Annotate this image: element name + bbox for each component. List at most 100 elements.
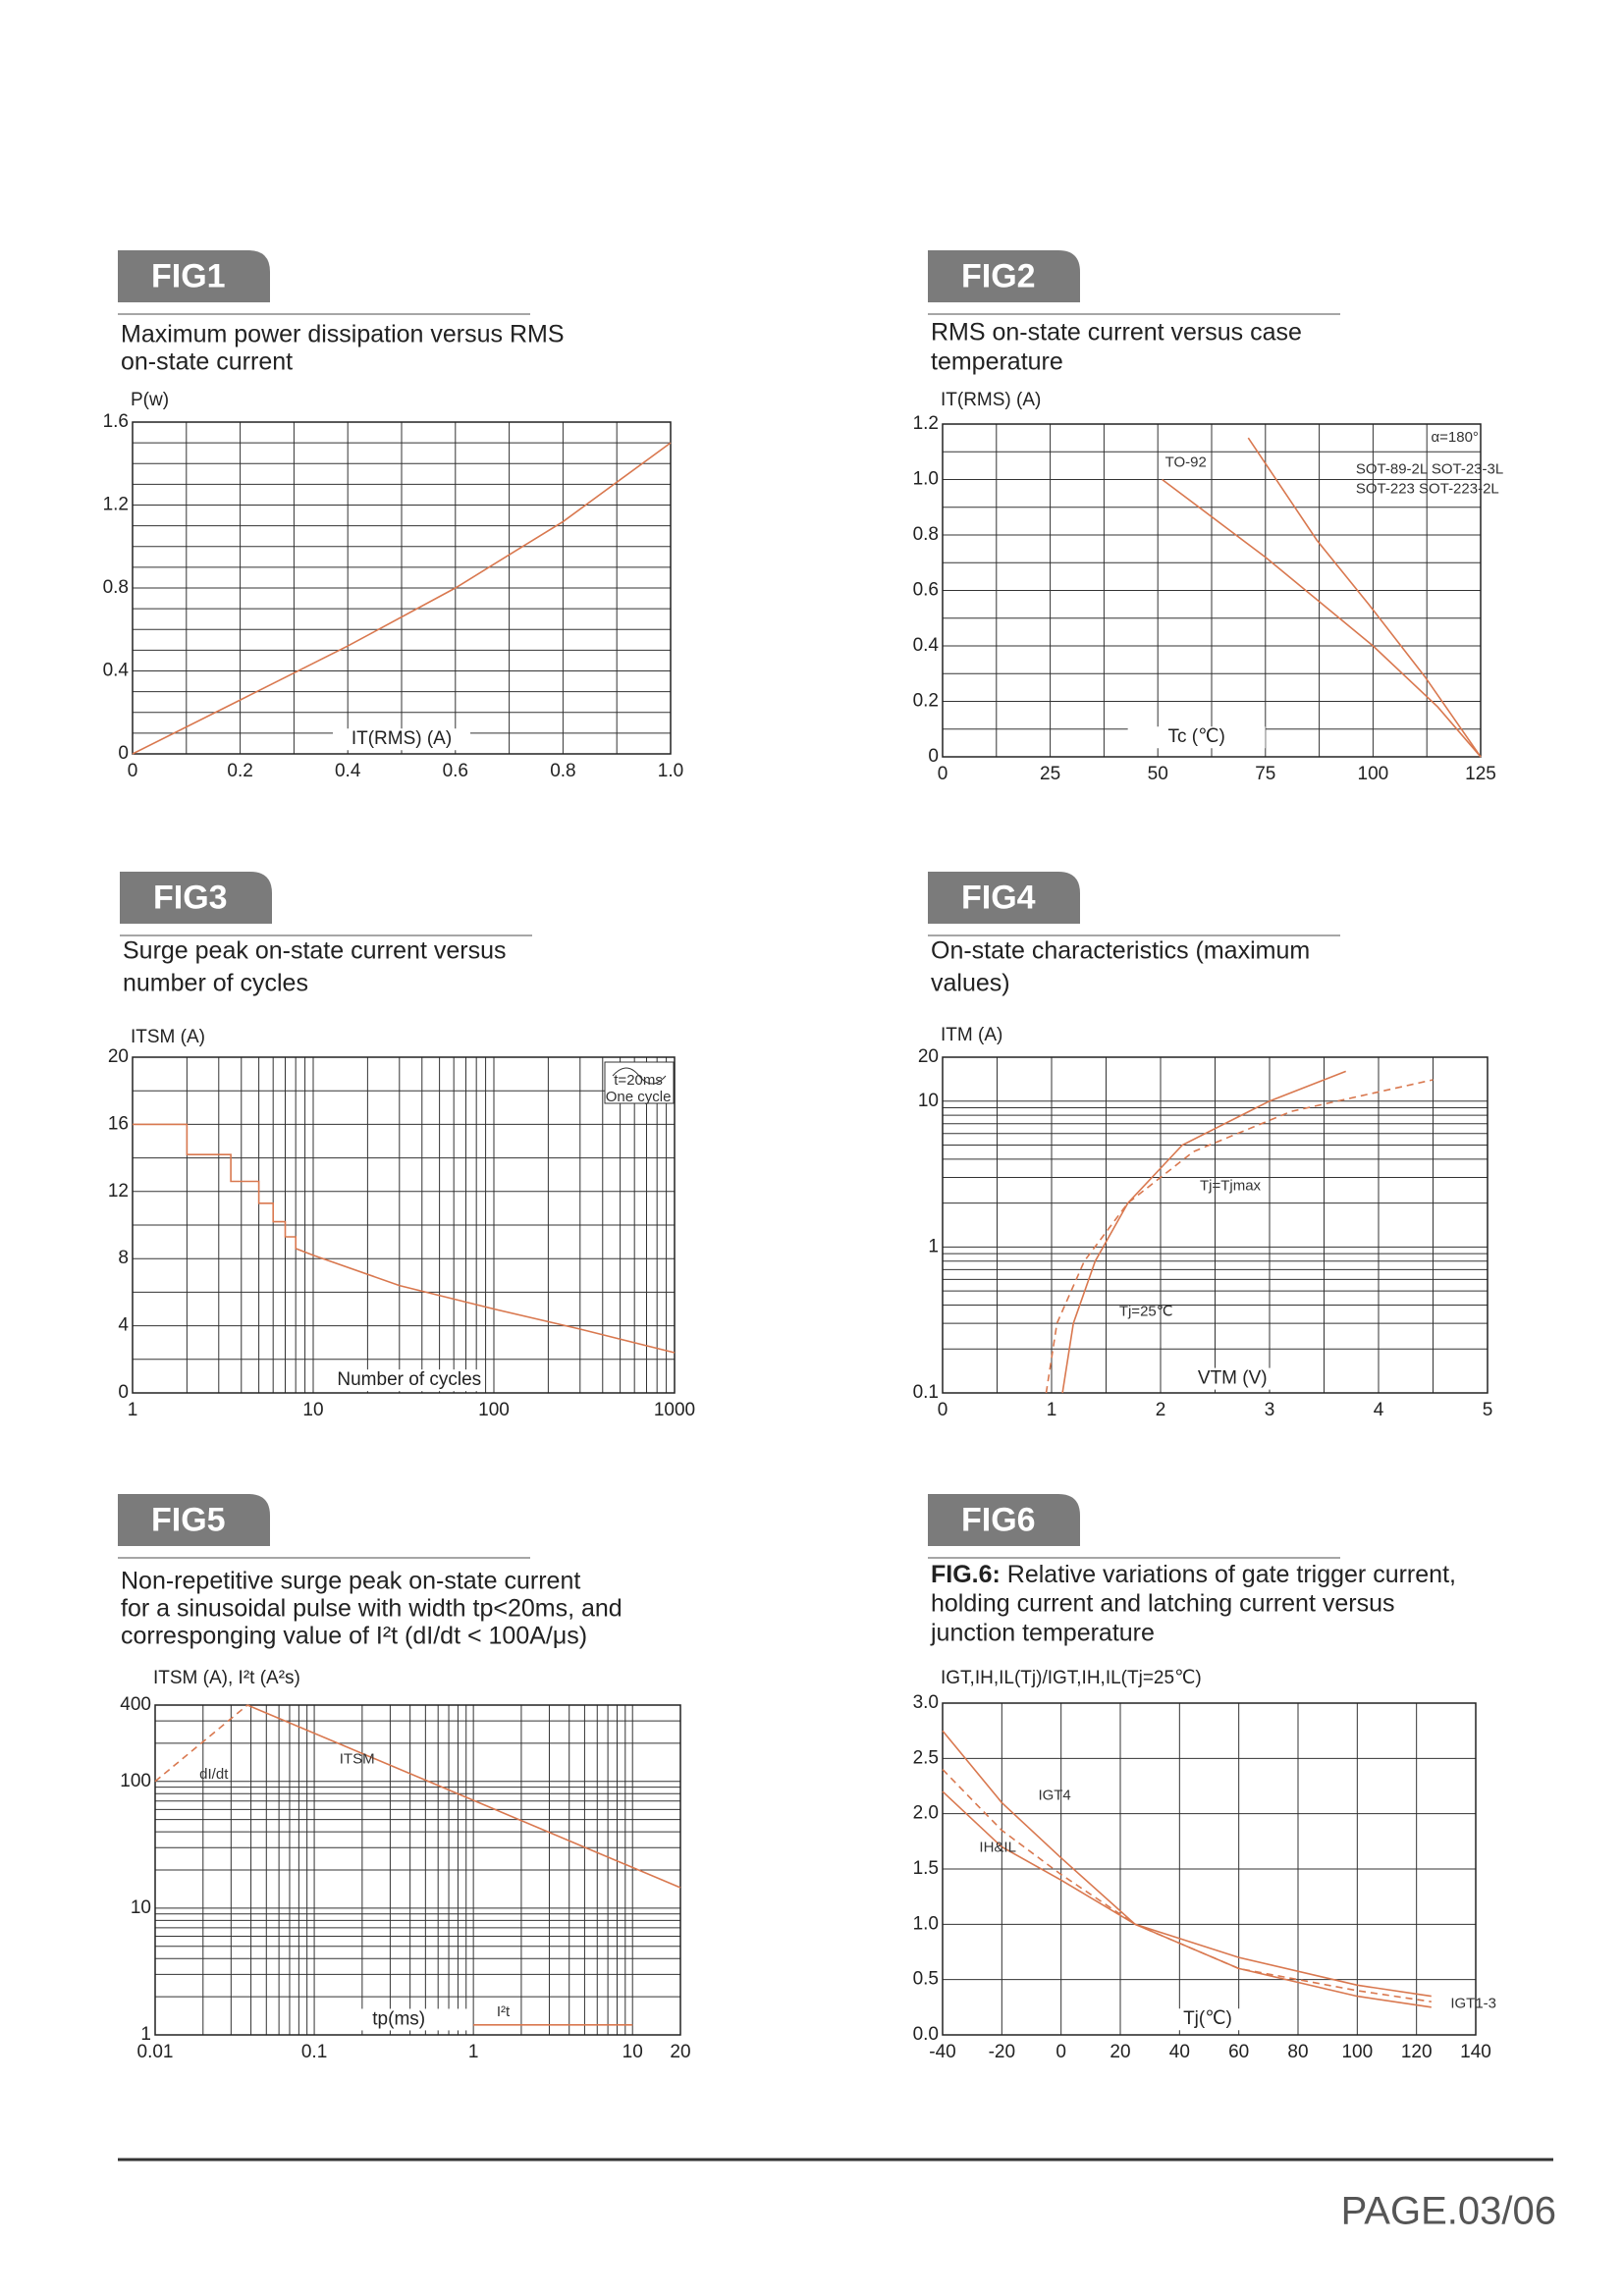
figure-badge: [928, 1494, 1080, 1546]
annotation: α=180°: [1431, 429, 1478, 446]
y-tick-label: 1.5: [913, 1858, 939, 1879]
title-line: Relative variations of gate trigger curr…: [1001, 1561, 1456, 1588]
y-tick-label: 0.0: [913, 2024, 939, 2045]
x-axis-label: Tj(℃): [1183, 2008, 1232, 2029]
plot-frame: [132, 1056, 676, 1394]
y-tick-label: 2.5: [913, 1747, 939, 1768]
annotation: dI/dt: [199, 1766, 229, 1783]
x-axis-label: Tc (℃): [1168, 726, 1225, 747]
y-tick-label: 20: [918, 1046, 939, 1067]
x-tick-label: -40: [929, 2042, 955, 2062]
x-tick-label: 20: [670, 2042, 690, 2062]
x-tick-label: 0.4: [335, 761, 361, 781]
series-line: [1162, 478, 1482, 758]
x-tick-label: 2: [1156, 1400, 1166, 1420]
y-tick-label: 0: [928, 746, 939, 767]
x-tick-label: 100: [1358, 764, 1389, 784]
x-tick-label: 1: [128, 1400, 138, 1420]
chart-title: on-state current: [121, 348, 293, 376]
annotation: SOT-223 SOT-223-2L: [1356, 480, 1499, 497]
y-tick-label: 0: [118, 743, 129, 764]
x-tick-label: 0: [938, 764, 948, 784]
plot-frame: [942, 423, 1482, 758]
annotation: Tj=25℃: [1119, 1303, 1173, 1319]
y-axis-label: ITM (A): [941, 1025, 1002, 1045]
figure-label: FIG3: [153, 879, 228, 916]
x-tick-label: 10: [623, 2042, 643, 2062]
y-tick-label: 10: [131, 1897, 151, 1918]
y-tick-label: 1.6: [103, 411, 129, 432]
chart-title: for a sinusoidal pulse with width tp<20m…: [121, 1595, 623, 1623]
figure-badge: [120, 872, 272, 924]
x-tick-label: 0.01: [137, 2042, 174, 2062]
chart-title: holding current and latching current ver…: [931, 1590, 1395, 1618]
label-backdrop: [1127, 726, 1266, 749]
inset-wave: [612, 1067, 667, 1085]
y-tick-label: 0.2: [913, 691, 939, 712]
y-axis-label: ITSM (A), I²t (A²s): [153, 1668, 300, 1688]
x-tick-label: 0.1: [301, 2042, 327, 2062]
figure-label: FIG5: [151, 1501, 226, 1538]
series-line: [132, 442, 672, 755]
annotation: One cycle: [606, 1089, 672, 1105]
chart-title: number of cycles: [123, 970, 308, 997]
y-axis-label: ITSM (A): [131, 1027, 205, 1047]
x-tick-label: 1.0: [658, 761, 683, 781]
y-tick-label: 0.4: [103, 661, 130, 681]
x-axis-label: IT(RMS) (A): [352, 728, 452, 749]
x-tick-label: 0.6: [443, 761, 468, 781]
x-tick-label: 0: [128, 761, 138, 781]
x-tick-label: 0.2: [227, 761, 252, 781]
y-tick-label: 1.2: [103, 495, 129, 515]
x-tick-label: 1: [468, 2042, 479, 2062]
y-tick-label: 2.0: [913, 1803, 939, 1824]
y-tick-label: 3.0: [913, 1692, 939, 1713]
x-tick-label: 125: [1465, 764, 1496, 784]
figure-label: FIG4: [961, 879, 1036, 916]
chart-title: Surge peak on-state current versus: [123, 937, 506, 965]
annotation: SOT-89-2L SOT-23-3L: [1356, 461, 1503, 478]
series-line: [1247, 437, 1482, 758]
page-number: PAGE.03/06: [1341, 2190, 1556, 2233]
figure-badge: [118, 250, 270, 302]
y-tick-label: 8: [118, 1248, 129, 1268]
x-tick-label: 100: [478, 1400, 510, 1420]
x-tick-label: 20: [1110, 2042, 1130, 2062]
y-tick-label: 20: [108, 1046, 129, 1067]
y-tick-label: 1: [928, 1236, 939, 1256]
x-axis-label: VTM (V): [1198, 1368, 1268, 1389]
annotation: I²t: [497, 2003, 511, 2020]
y-tick-label: 0: [118, 1382, 129, 1403]
chart-title: On-state characteristics (maximum: [931, 937, 1310, 965]
series-line: [246, 1704, 681, 1889]
annotation: ITSM: [340, 1751, 375, 1768]
y-tick-label: 16: [108, 1113, 129, 1134]
label-backdrop: [1138, 2008, 1276, 2031]
chart-title: corresponging value of I²t (dI/dt < 100A…: [121, 1623, 587, 1650]
inset-box: [604, 1061, 675, 1104]
y-tick-label: 1.0: [913, 1913, 939, 1934]
y-tick-label: 0.5: [913, 1969, 939, 1990]
annotation: IGT1-3: [1450, 1995, 1496, 2011]
figure-label: FIG2: [961, 257, 1036, 294]
series-line: [154, 1704, 248, 1783]
y-tick-label: 4: [118, 1315, 129, 1336]
label-backdrop: [1164, 1367, 1302, 1390]
y-tick-label: 100: [120, 1771, 151, 1791]
y-tick-label: 0.6: [913, 580, 939, 601]
plot-frame: [154, 1704, 681, 2036]
plot-frame: [942, 1702, 1477, 2036]
x-tick-label: 0: [1056, 2042, 1066, 2062]
y-axis-label: IGT,IH,IL(Tj)/IGT,IH,IL(Tj=25℃): [941, 1668, 1202, 1688]
x-tick-label: 4: [1374, 1400, 1384, 1420]
x-tick-label: 50: [1148, 764, 1168, 784]
chart-title: FIG.6: Relative variations of gate trigg…: [931, 1561, 1456, 1588]
figure-label: FIG6: [961, 1501, 1036, 1538]
y-tick-label: 400: [120, 1694, 151, 1715]
plot-frame: [132, 421, 672, 755]
x-tick-label: 1: [1047, 1400, 1057, 1420]
label-backdrop: [330, 2008, 468, 2031]
series-line: [133, 1123, 676, 1354]
x-tick-label: 25: [1040, 764, 1060, 784]
x-axis-label: Number of cycles: [337, 1369, 481, 1390]
